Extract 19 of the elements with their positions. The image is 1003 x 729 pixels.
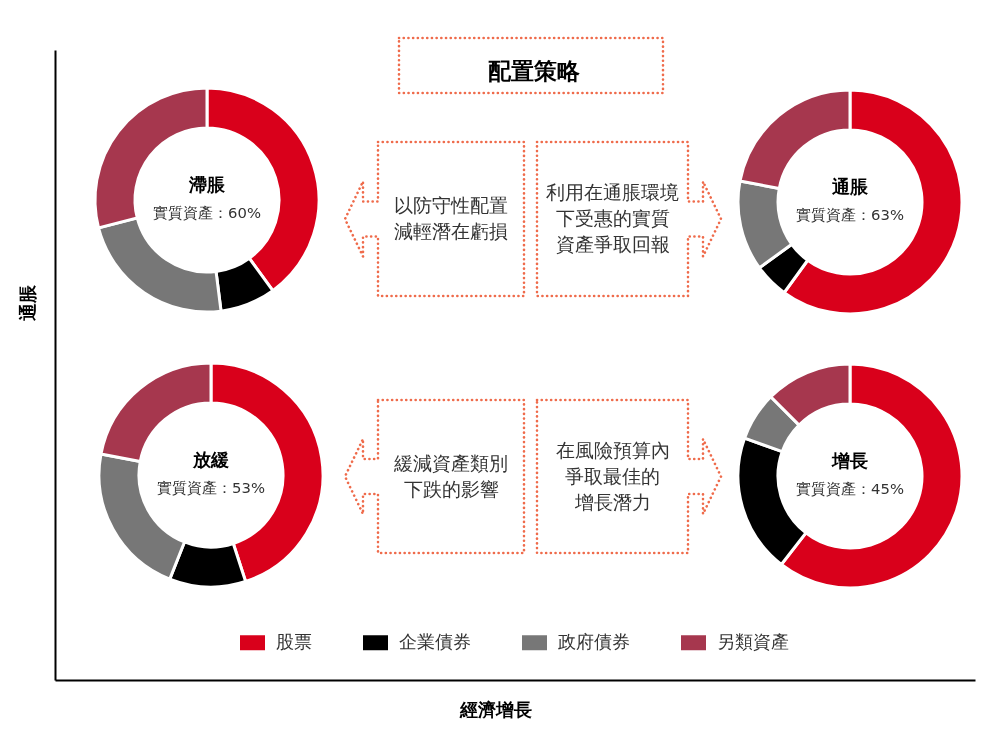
text: 利用在通脹環境下受惠的實質資產爭取回報 [546,182,679,255]
text: 在風險預算內爭取最佳的增長潛力 [555,439,670,513]
text: 通脹 [831,176,869,197]
text: 放緩 [192,449,229,470]
text: 實質資產：60% [153,204,261,221]
legend-label: 另類資產 [717,630,789,652]
text: 經濟增長 [458,699,532,720]
text: 配置策略 [488,58,580,85]
text: 增長 [831,450,868,471]
text: 實質資產：53% [157,479,265,496]
legend-label: 股票 [276,630,312,652]
text: 以防守性配置減輕潛在虧損 [394,195,508,242]
text: 實質資產：45% [796,480,904,497]
legend-label: 政府債券 [558,630,630,652]
text: 通脹 [17,283,38,322]
legend-label: 企業債券 [399,630,471,652]
text: 滯脹 [188,174,226,195]
text: 緩減資產類別下跌的影響 [393,452,508,500]
text: 實質資產：63% [796,206,904,223]
